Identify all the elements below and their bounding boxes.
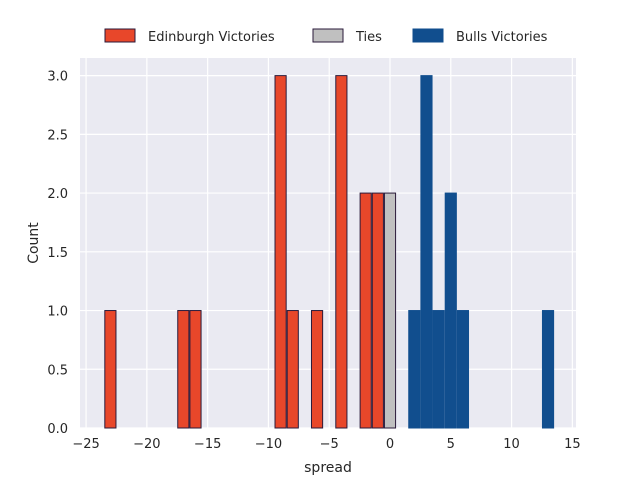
legend-swatch <box>312 28 344 43</box>
bar <box>189 310 202 429</box>
x-tick-label: 0 <box>386 437 394 452</box>
x-tick-label: −20 <box>133 437 160 452</box>
y-tick-label: 2.0 <box>47 187 68 202</box>
x-axis-label: spread <box>304 460 352 476</box>
y-tick-label: 0.5 <box>47 363 68 378</box>
x-tick-label: −25 <box>72 437 99 452</box>
bar <box>286 310 299 429</box>
bar <box>274 75 287 429</box>
y-tick-label: 1.5 <box>47 246 68 261</box>
bar <box>335 75 348 429</box>
bar <box>456 310 470 429</box>
legend-label: Bulls Victories <box>456 30 548 45</box>
x-tick-labels: −25 −20 −15 −10 −5 0 5 10 15 <box>72 437 580 452</box>
bars <box>104 75 555 429</box>
x-tick-label: −10 <box>255 437 282 452</box>
bar <box>371 192 384 429</box>
bar <box>310 310 324 429</box>
bar <box>177 310 190 429</box>
x-tick-label: −15 <box>194 437 221 452</box>
y-tick-label: 1.0 <box>47 305 68 320</box>
legend-label: Edinburgh Victories <box>148 30 275 45</box>
legend: Edinburgh Victories Ties Bulls Victories <box>104 28 548 45</box>
legend-swatch <box>412 28 444 43</box>
bar <box>432 310 445 429</box>
y-tick-label: 2.5 <box>47 128 68 143</box>
x-tick-label: 5 <box>447 437 455 452</box>
bar <box>420 75 433 429</box>
bar <box>408 310 421 429</box>
bar <box>104 310 117 429</box>
y-tick-label: 0.0 <box>47 422 68 437</box>
legend-swatch <box>104 28 136 43</box>
bar <box>383 192 397 429</box>
x-tick-label: 15 <box>564 437 581 452</box>
y-tick-labels: 0.0 0.5 1.0 1.5 2.0 2.5 3.0 <box>47 70 68 437</box>
legend-label: Ties <box>355 30 382 45</box>
bar <box>444 192 457 429</box>
x-tick-label: 10 <box>503 437 520 452</box>
y-axis-label: Count <box>26 222 42 264</box>
bar <box>541 310 555 429</box>
x-tick-label: −5 <box>320 437 339 452</box>
bar <box>359 192 372 429</box>
plot-background <box>80 58 576 428</box>
y-tick-label: 3.0 <box>47 70 68 85</box>
